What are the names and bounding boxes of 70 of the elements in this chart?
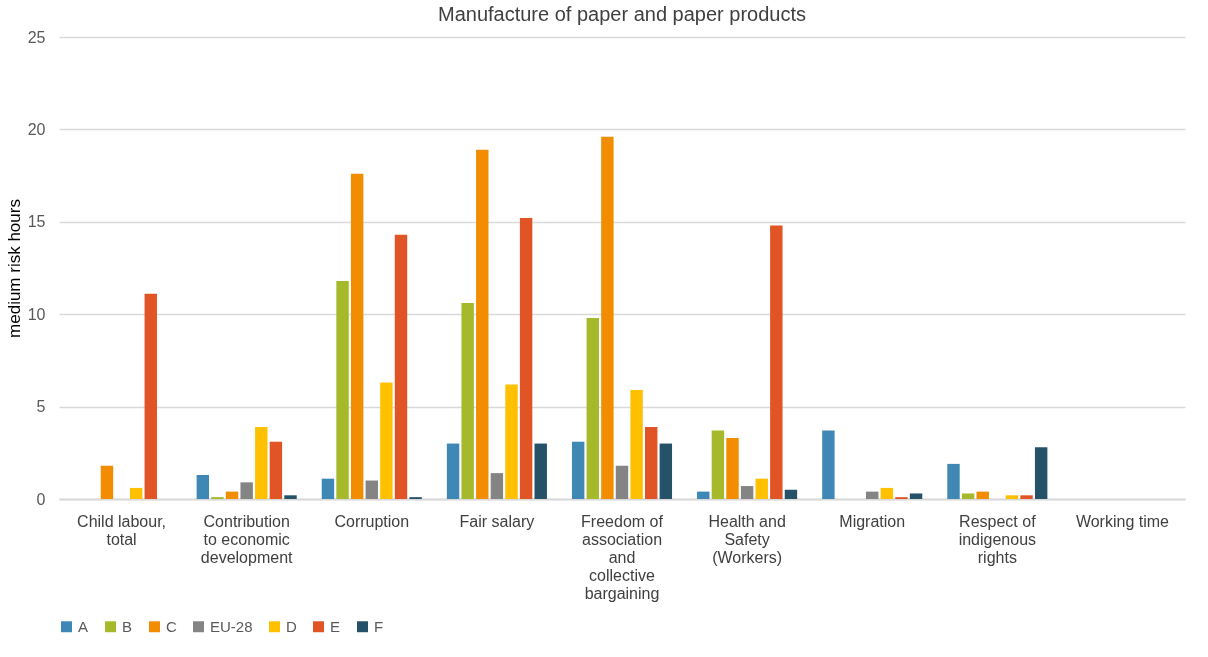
bar <box>755 478 768 499</box>
y-tick-label: 25 <box>27 28 46 46</box>
bar <box>519 218 533 499</box>
bar <box>255 426 268 499</box>
bar <box>336 280 349 499</box>
bar <box>697 491 710 499</box>
bar <box>880 487 894 499</box>
bar <box>615 465 629 499</box>
x-tick-label: Contribution to economic development <box>200 512 294 566</box>
y-tick-label: 5 <box>36 398 46 416</box>
bar <box>269 441 283 499</box>
y-tick-label: 10 <box>27 305 46 323</box>
bar <box>784 489 798 499</box>
x-tick-label: Child labour, total <box>77 512 167 548</box>
legend-label: F <box>374 617 384 635</box>
bar <box>196 474 210 499</box>
bar <box>645 426 658 499</box>
x-tick-label: Freedom of association and collective bargaining <box>581 512 664 602</box>
chart-title: Manufacture of paper and paper products <box>437 3 807 25</box>
legend-label: D <box>286 617 297 635</box>
bar <box>571 441 585 499</box>
legend-label: B <box>122 617 133 635</box>
bar <box>446 443 460 499</box>
bar <box>630 389 643 499</box>
bar <box>240 482 253 499</box>
bar <box>711 430 725 499</box>
x-tick-label: Fair salary <box>459 512 535 530</box>
legend-label: C <box>166 617 177 635</box>
bar <box>586 317 599 499</box>
bar <box>380 382 393 499</box>
bar <box>461 303 474 499</box>
y-tick-label: 15 <box>27 213 46 231</box>
bar <box>476 149 489 499</box>
bar <box>976 491 989 499</box>
legend-label: EU-28 <box>210 617 253 635</box>
bar <box>129 487 143 499</box>
bar <box>365 480 378 499</box>
y-tick-label: 0 <box>36 490 46 508</box>
legend-label: E <box>330 617 341 635</box>
bar <box>770 225 783 499</box>
legend-label: A <box>78 617 89 635</box>
bar <box>321 478 335 499</box>
x-tick-label: Migration <box>839 512 906 530</box>
x-tick-label: Working time <box>1075 512 1170 530</box>
bar <box>394 234 408 499</box>
bar <box>1020 495 1033 499</box>
y-axis-title: medium risk hours <box>4 199 24 338</box>
bar <box>659 443 673 499</box>
y-tick-label: 20 <box>27 120 46 138</box>
bar <box>740 486 754 499</box>
bar <box>1005 495 1019 499</box>
bar <box>601 136 614 499</box>
x-tick-label: Health and Safety (Workers) <box>708 512 786 566</box>
bar <box>284 495 297 499</box>
bar <box>144 293 157 499</box>
bar <box>1034 447 1048 499</box>
bar <box>350 173 364 499</box>
bar <box>909 493 923 499</box>
bar <box>726 438 739 499</box>
bar <box>866 491 879 499</box>
bar <box>505 384 518 499</box>
bar <box>225 491 239 499</box>
bar <box>100 465 114 499</box>
bar <box>490 473 504 499</box>
bar <box>961 493 975 499</box>
x-tick-label: Respect of indigenous rights <box>958 512 1037 566</box>
bar <box>947 463 960 499</box>
x-tick-label: Corruption <box>334 512 410 530</box>
bar <box>822 430 835 499</box>
bar <box>534 443 547 499</box>
